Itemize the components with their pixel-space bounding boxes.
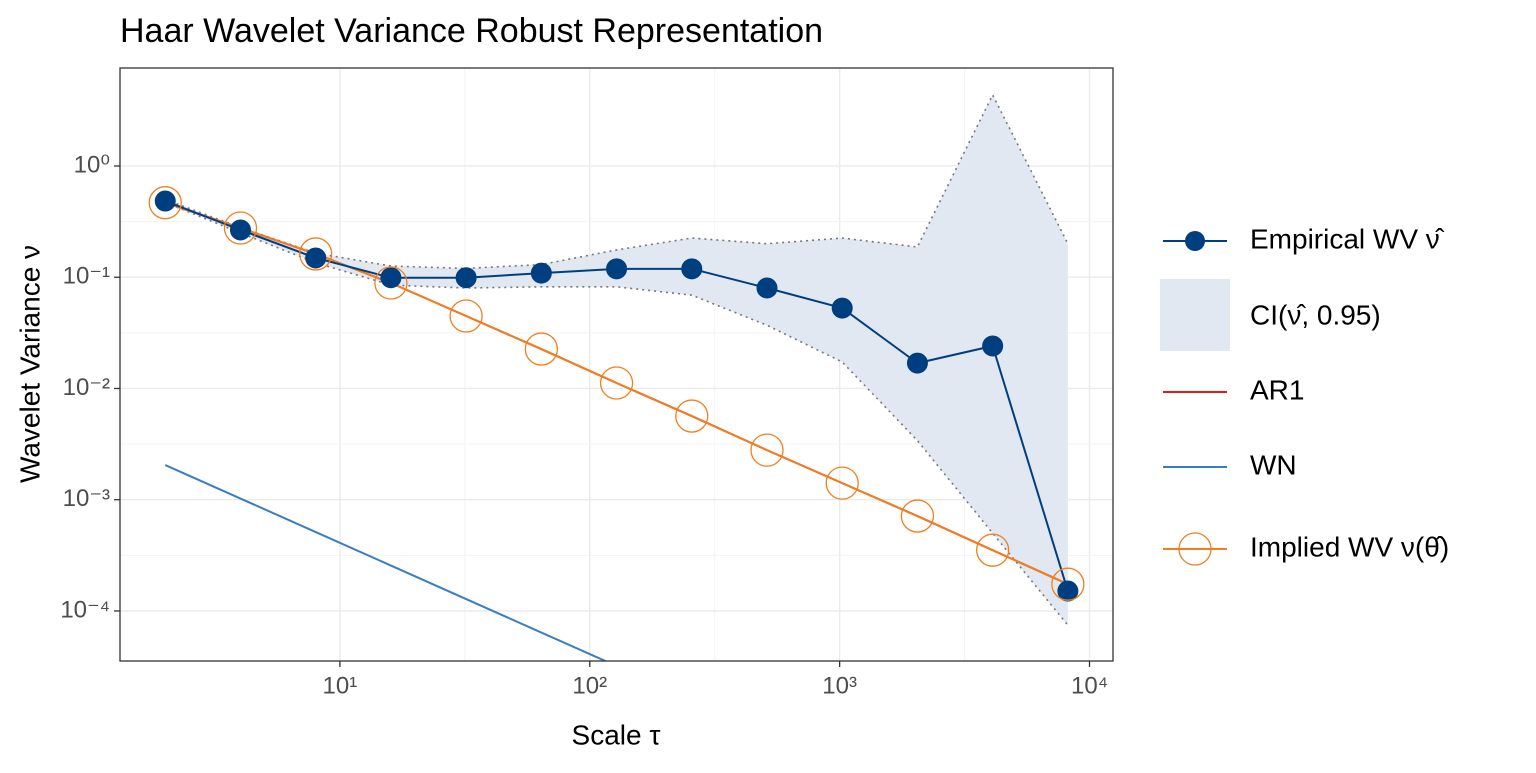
implied-point (374, 266, 408, 300)
empirical-point (455, 267, 477, 289)
ci-band (165, 94, 1068, 626)
empirical-point (681, 258, 703, 280)
implied-point (975, 533, 1010, 567)
legend-label: Implied WV ν(θ̂) (1250, 531, 1449, 562)
y-tick-label: 10⁰ (74, 151, 110, 178)
implied-point (675, 399, 709, 433)
empirical-point (831, 297, 853, 319)
legend-label: Empirical WV ν̂ (1250, 223, 1445, 254)
legend-key-band (1160, 279, 1230, 351)
legend: Empirical WV ν̂ CI(ν̂, 0.95) AR1 WN Implied … (1160, 223, 1449, 566)
x-tick-label: 10¹ (323, 672, 358, 699)
y-tick-label: 10⁻⁴ (60, 596, 110, 623)
empirical-point (380, 267, 402, 289)
legend-key-point (1185, 231, 1205, 251)
implied-point (1051, 567, 1085, 601)
x-tick-label: 10³ (822, 672, 857, 699)
empirical-point (606, 258, 628, 280)
legend-label: WN (1250, 449, 1297, 480)
implied-point (825, 466, 859, 500)
y-tick-label: 10⁻³ (63, 485, 110, 512)
series-line (164, 464, 608, 661)
implied-point (449, 299, 483, 333)
plot-area (148, 93, 1085, 661)
empirical-point (906, 352, 928, 374)
empirical-point (154, 190, 176, 212)
axes: 10¹ 10² 10³ 10⁴ 10⁻⁴ 10⁻³ 10⁻² 10⁻¹ 10⁰ (60, 151, 1108, 699)
ci-upper-line (164, 93, 1069, 270)
implied-point (524, 332, 558, 366)
empirical-point (305, 247, 327, 269)
implied-point (299, 237, 333, 271)
implied-point (148, 186, 182, 220)
legend-label: AR1 (1250, 374, 1304, 405)
x-tick-label: 10⁴ (1071, 672, 1108, 699)
x-tick-label: 10² (572, 672, 607, 699)
legend-label: CI(ν̂, 0.95) (1250, 299, 1381, 330)
y-tick-label: 10⁻¹ (63, 263, 110, 290)
legend-key-point (1178, 532, 1212, 566)
implied-point (750, 433, 784, 467)
empirical-point (229, 219, 251, 241)
chart-title: Haar Wavelet Variance Robust Representat… (120, 12, 823, 50)
implied-point (223, 211, 258, 245)
panel-border (119, 67, 1114, 662)
x-axis-title: Scale τ (572, 719, 661, 750)
implied-point (900, 499, 935, 533)
implied-point (599, 366, 634, 400)
empirical-point (530, 262, 552, 284)
empirical-point (756, 277, 778, 299)
empirical-point (982, 335, 1004, 357)
y-tick-label: 10⁻² (63, 374, 110, 401)
y-axis-title: Wavelet Variance ν (14, 245, 45, 483)
empirical-point (1057, 580, 1079, 602)
